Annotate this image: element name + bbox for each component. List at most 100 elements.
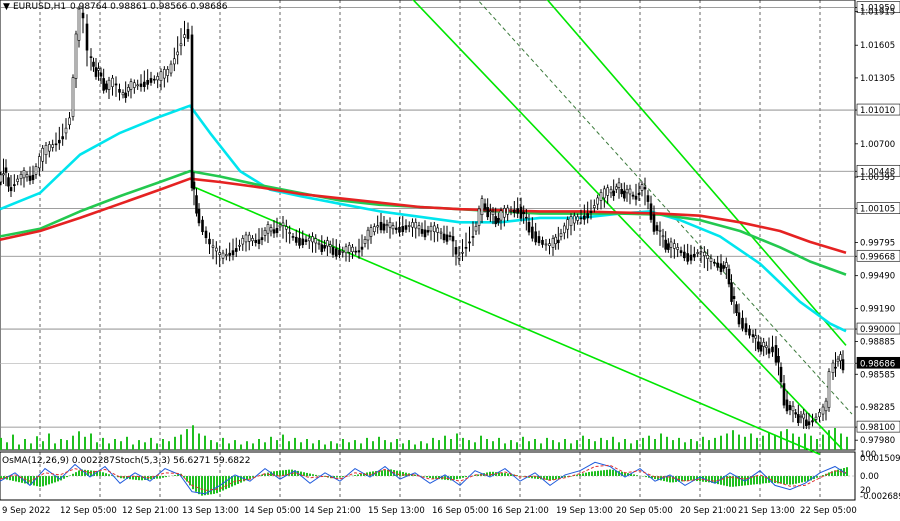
- candle-body: [38, 156, 41, 169]
- osma-bar: [555, 476, 557, 480]
- osma-bar: [816, 476, 818, 478]
- candle-body: [593, 205, 596, 209]
- candle-body: [596, 197, 599, 205]
- candle-body: [583, 215, 586, 220]
- indicator-tick-label: 100: [860, 450, 876, 460]
- candle-body: [351, 246, 354, 252]
- candle-body: [385, 224, 389, 226]
- candle-body: [127, 87, 130, 92]
- candle-body: [423, 229, 427, 238]
- candle-body: [706, 255, 709, 259]
- osma-bar: [279, 470, 281, 476]
- osma-bar: [174, 475, 176, 476]
- osma-bar: [357, 474, 359, 476]
- candle-body: [794, 412, 797, 415]
- volume-bar: [810, 435, 812, 450]
- osma-bar: [648, 476, 650, 478]
- osma-bar: [132, 476, 134, 480]
- candle-body: [183, 34, 186, 38]
- volume-bar: [696, 441, 698, 450]
- candle-body: [288, 232, 291, 234]
- volume-bar: [528, 441, 530, 450]
- candle-body: [732, 296, 736, 299]
- candle-body: [609, 188, 613, 194]
- candle-body: [474, 225, 478, 232]
- candle-body: [676, 247, 679, 250]
- volume-bar: [456, 433, 458, 450]
- candle-body: [744, 323, 748, 333]
- osma-bar: [585, 472, 587, 476]
- candle-body: [797, 414, 800, 424]
- osma-bar: [240, 476, 242, 483]
- volume-bar: [342, 439, 344, 450]
- price-tick-label: 0.99668: [860, 252, 895, 262]
- candle-body: [805, 419, 808, 427]
- osma-bar: [252, 476, 254, 478]
- osma-bar: [399, 471, 401, 476]
- candle-body: [266, 224, 270, 234]
- candle-body: [251, 238, 254, 242]
- volume-bar: [192, 425, 194, 450]
- candle-body: [320, 244, 324, 252]
- candle-body: [821, 406, 825, 415]
- volume-bar: [636, 440, 638, 450]
- osma-bar: [747, 476, 749, 486]
- candle-body: [68, 117, 71, 126]
- osma-bar: [228, 476, 230, 488]
- stochastic-lines: [0, 461, 847, 495]
- osma-bar: [807, 476, 809, 482]
- volume-bar: [798, 436, 800, 450]
- candle-body: [491, 211, 495, 215]
- volume-bar: [756, 437, 758, 450]
- candle-body: [544, 243, 548, 246]
- osma-bar: [57, 476, 59, 482]
- osma-bar: [66, 476, 68, 478]
- osma-bar: [237, 476, 239, 484]
- osma-bar: [786, 476, 788, 485]
- volume-bar: [420, 441, 422, 450]
- candle-body: [782, 383, 786, 406]
- candle-body: [77, 8, 81, 41]
- osma-bar: [588, 472, 590, 476]
- osma-bar: [537, 476, 539, 479]
- osma-bar: [396, 470, 398, 476]
- osma-bar: [0, 476, 2, 479]
- candle-body: [767, 348, 771, 354]
- volume-bar: [522, 436, 524, 450]
- osma-label: OsMA(12,26,9) 0.002287: [2, 456, 115, 466]
- osma-bar: [276, 470, 278, 476]
- indicator-tick-label: 0.0015095: [860, 454, 900, 464]
- osma-bar: [507, 473, 509, 476]
- symbol-dropdown-icon[interactable]: ▼: [3, 2, 10, 12]
- candle-body: [363, 239, 367, 244]
- osma-bar: [702, 476, 704, 482]
- candle-body: [554, 236, 557, 245]
- price-label-box: [856, 202, 900, 214]
- price-tick-label: 0.99000: [860, 325, 895, 335]
- volume-bar: [42, 441, 44, 450]
- candle-body: [471, 236, 475, 238]
- osma-bar: [552, 476, 554, 480]
- osma-bar: [387, 469, 389, 476]
- osma-bar: [384, 470, 386, 476]
- osma-bar: [684, 476, 686, 482]
- candle-body: [139, 83, 143, 87]
- volume-bar: [576, 440, 578, 450]
- candle-body: [486, 207, 489, 218]
- candle-body: [2, 173, 5, 176]
- osma-bar: [402, 472, 404, 476]
- osma-bar: [693, 476, 695, 481]
- volume-bar: [732, 430, 734, 450]
- volume-bars: [0, 425, 848, 450]
- osma-bar: [231, 476, 233, 487]
- volume-bar: [246, 441, 248, 450]
- candle-body: [439, 231, 443, 234]
- volume-bar: [822, 434, 824, 450]
- osma-bar: [306, 472, 308, 476]
- price-tick-label: 0.99795: [860, 238, 895, 248]
- osma-bar: [360, 473, 362, 476]
- osma-bar: [738, 476, 740, 487]
- osma-bar: [354, 475, 356, 476]
- candle-body: [579, 217, 583, 220]
